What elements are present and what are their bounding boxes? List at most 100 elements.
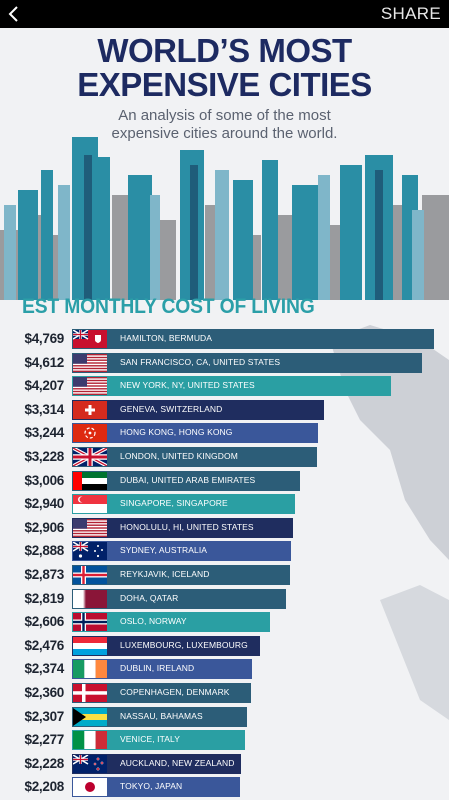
bar: [72, 564, 291, 585]
value-label: $2,819: [24, 590, 65, 606]
chart-row: $2,228 AUCKLAND, NEW ZEALAND: [0, 753, 449, 777]
back-chevron-icon[interactable]: [4, 2, 26, 26]
value-label: $3,314: [24, 401, 65, 417]
city-label: OSLO, NORWAY: [120, 616, 187, 627]
bar: [72, 423, 319, 444]
chart-row: $4,207 NEW YORK, NY, UNITED STATES: [0, 375, 449, 399]
bar: [72, 706, 248, 727]
bar: [72, 612, 270, 633]
iceland-flag-icon: [73, 565, 107, 584]
chart-row: $2,873 REYKJAVIK, ICELAND: [0, 564, 449, 588]
city-label: TOKYO, JAPAN: [120, 781, 183, 792]
city-label: HONOLULU, HI, UNITED STATES: [120, 521, 254, 532]
uk-flag-icon: [73, 447, 107, 466]
chart-row: $2,476 LUXEMBOURG, LUXEMBOURG: [0, 635, 449, 659]
bar: [72, 682, 252, 703]
city-label: COPENHAGEN, DENMARK: [120, 686, 230, 697]
chart-row: $3,006 DUBAI, UNITED ARAB EMIRATES: [0, 470, 449, 494]
city-label: REYKJAVIK, ICELAND: [120, 568, 210, 579]
italy-flag-icon: [73, 731, 107, 750]
city-label: SAN FRANCISCO, CA, UNITED STATES: [120, 356, 281, 367]
usa-flag-icon: [73, 377, 107, 396]
chart-row: $2,277 VENICE, ITALY: [0, 729, 449, 753]
value-label: $3,006: [24, 472, 65, 488]
singapore-flag-icon: [73, 495, 107, 514]
bar: [72, 446, 318, 467]
value-label: $4,207: [24, 378, 65, 394]
value-label: $3,244: [24, 425, 65, 441]
chart-row: $3,314 GENEVA, SWITZERLAND: [0, 399, 449, 423]
chart-row: $4,612 SAN FRANCISCO, CA, UNITED STATES: [0, 352, 449, 376]
chart-row: $2,940 SINGAPORE, SINGAPORE: [0, 493, 449, 517]
usa-flag-icon: [73, 518, 107, 537]
bar: [72, 517, 293, 538]
city-skyline-illustration: [0, 137, 449, 300]
title-line-1: WORLD’S MOST: [97, 32, 352, 69]
cost-of-living-bar-chart: $4,769 HAMILTON, BERMUDA $4,612 SAN FRANCIS…: [0, 328, 449, 800]
australia-flag-icon: [73, 542, 107, 561]
value-label: $2,374: [24, 661, 65, 677]
luxembourg-flag-icon: [73, 636, 107, 655]
chart-row: $2,360 COPENHAGEN, DENMARK: [0, 682, 449, 706]
value-label: $2,606: [24, 614, 65, 630]
bermuda-flag-icon: [73, 330, 107, 348]
city-label: SINGAPORE, SINGAPORE: [120, 498, 228, 509]
bar: [72, 588, 286, 609]
subtitle-line-2: expensive cities around the world.: [111, 125, 338, 142]
qatar-flag-icon: [73, 589, 107, 608]
bar: [72, 329, 434, 349]
value-label: $2,307: [24, 708, 65, 724]
bahamas-flag-icon: [73, 707, 107, 726]
chart-row: $2,374 DUBLIN, IRELAND: [0, 658, 449, 682]
usa-flag-icon: [73, 353, 107, 372]
bar: [72, 635, 260, 656]
value-label: $2,906: [24, 519, 65, 535]
bar: [72, 470, 301, 491]
city-label: DUBLIN, IRELAND: [120, 663, 195, 674]
bar: [72, 541, 292, 562]
share-button[interactable]: SHARE: [380, 4, 441, 23]
chart-row: $2,208 TOKYO, JAPAN: [0, 776, 449, 800]
norway-flag-icon: [73, 613, 107, 632]
uae-flag-icon: [73, 471, 107, 490]
top-bar: SHARE: [0, 0, 449, 28]
value-label: $2,873: [24, 566, 65, 582]
chart-row: $2,888 SYDNEY, AUSTRALIA: [0, 540, 449, 564]
value-label: $3,228: [24, 448, 65, 464]
city-label: HONG KONG, HONG KONG: [120, 427, 233, 438]
city-label: SYDNEY, AUSTRALIA: [120, 545, 208, 556]
city-label: VENICE, ITALY: [120, 734, 181, 745]
bar: [72, 659, 253, 680]
bar: [72, 376, 392, 397]
hong-kong-flag-icon: [73, 424, 107, 443]
chart-row: $3,244 HONG KONG, HONG KONG: [0, 422, 449, 446]
city-label: NEW YORK, NY, UNITED STATES: [120, 380, 255, 391]
chart-row: $2,606 OSLO, NORWAY: [0, 611, 449, 635]
value-label: $2,277: [24, 732, 65, 748]
value-label: $2,228: [24, 755, 65, 771]
bar: [72, 777, 240, 798]
denmark-flag-icon: [73, 683, 107, 702]
chart-row: $4,769 HAMILTON, BERMUDA: [0, 328, 449, 352]
chart-row: $2,906 HONOLULU, HI, UNITED STATES: [0, 517, 449, 541]
city-label: DUBAI, UNITED ARAB EMIRATES: [120, 474, 256, 485]
city-label: LONDON, UNITED KINGDOM: [120, 450, 238, 461]
title-line-2: EXPENSIVE CITIES: [77, 66, 372, 103]
bar: [72, 399, 324, 420]
city-label: HAMILTON, BERMUDA: [120, 333, 213, 343]
city-label: NASSAU, BAHAMAS: [120, 710, 203, 721]
city-label: GENEVA, SWITZERLAND: [120, 403, 223, 414]
value-label: $2,940: [24, 496, 65, 512]
city-label: LUXEMBOURG, LUXEMBOURG: [120, 639, 248, 650]
bar: [72, 494, 296, 515]
subtitle-line-1: An analysis of some of the most: [118, 107, 331, 124]
chart-row: $2,819 DOHA, QATAR: [0, 588, 449, 612]
value-label: $2,476: [24, 637, 65, 653]
value-label: $2,208: [24, 779, 65, 795]
chart-row: $3,228 LONDON, UNITED KINGDOM: [0, 446, 449, 470]
value-label: $2,360: [24, 684, 65, 700]
bar: [72, 730, 245, 751]
city-label: DOHA, QATAR: [120, 592, 179, 603]
value-label: $4,612: [24, 354, 65, 370]
city-label: AUCKLAND, NEW ZEALAND: [120, 757, 235, 768]
